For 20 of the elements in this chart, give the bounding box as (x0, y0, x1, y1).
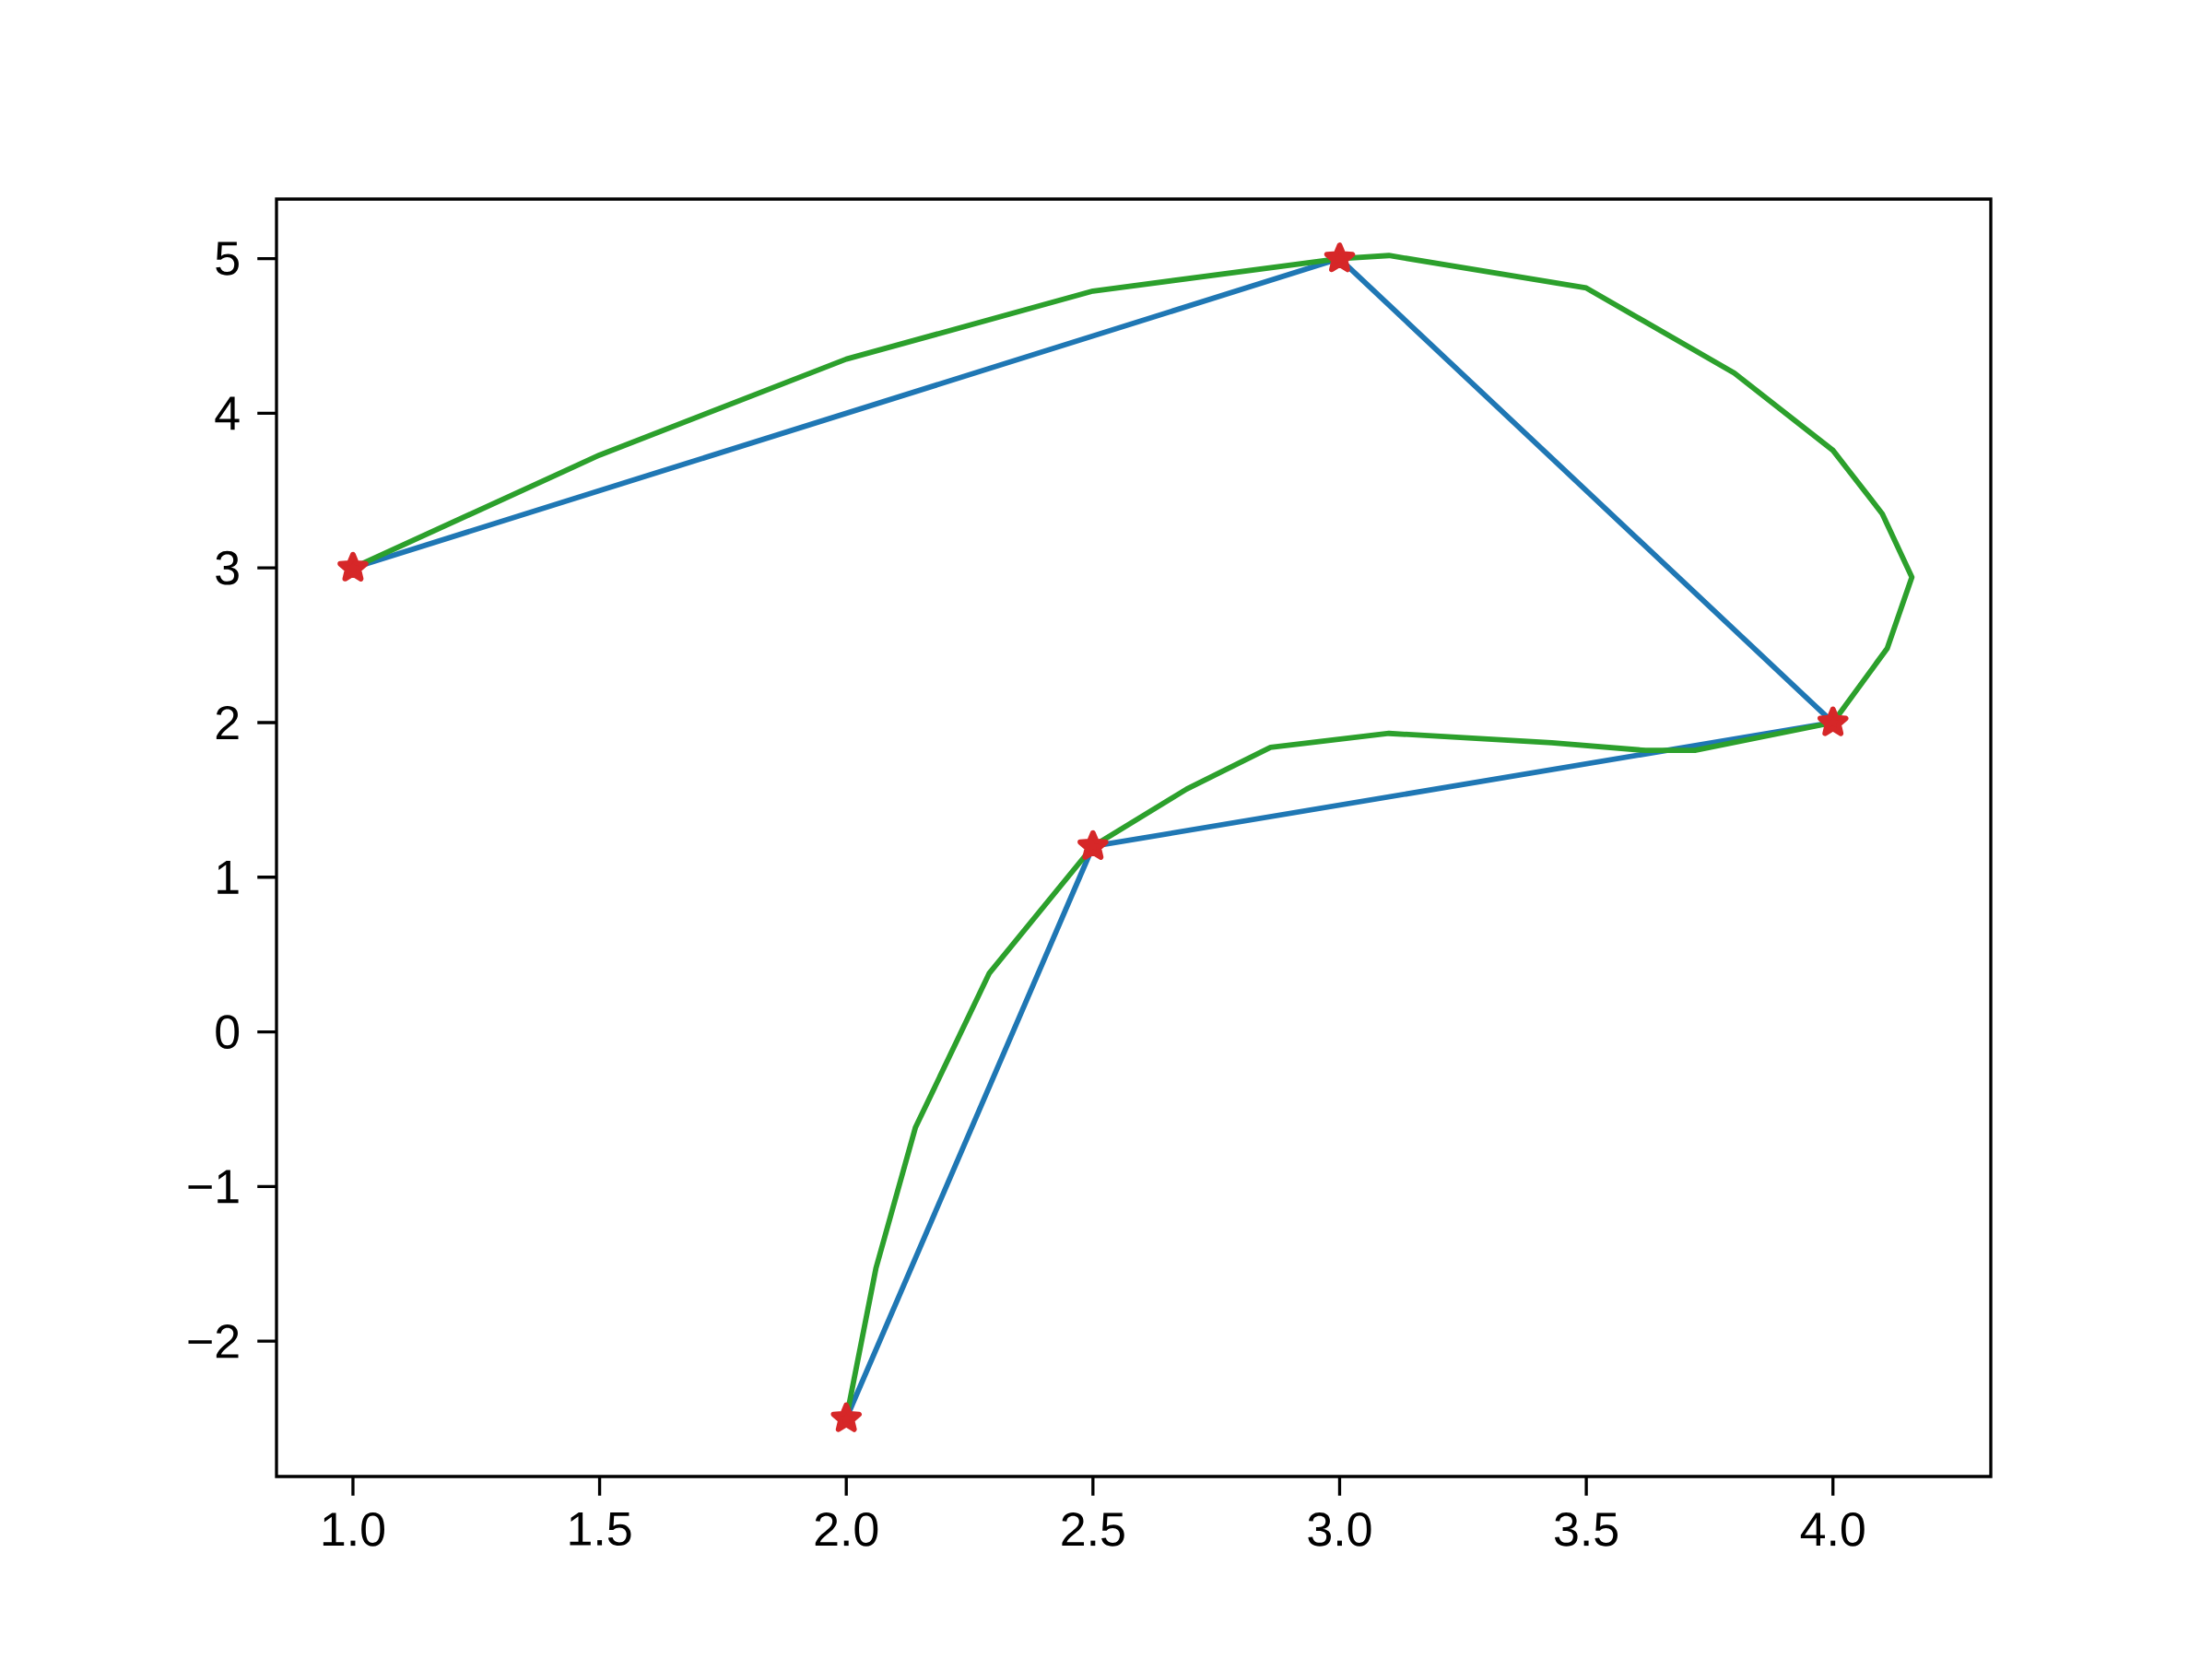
x-tick-label: 1.5 (570, 1512, 631, 1547)
y-tick-label: 5 (216, 241, 239, 276)
y-tick-label: −1 (188, 1170, 239, 1204)
point (337, 551, 369, 582)
y-tick-label: 2 (216, 705, 239, 740)
x-tick-label: 3.5 (1554, 1512, 1618, 1547)
point (1818, 706, 1849, 736)
y-tick-label: 3 (216, 550, 239, 585)
y-tick-label: 4 (215, 396, 240, 430)
x-tick-label: 1.0 (323, 1512, 384, 1547)
point (1324, 242, 1356, 273)
y-tick-label: 0 (216, 1015, 240, 1049)
x-tick-label: 3.0 (1308, 1512, 1371, 1547)
y-tick-label: 1 (218, 860, 239, 894)
x-tick-label: 2.5 (1062, 1512, 1124, 1547)
point (1077, 830, 1109, 860)
x-tick-label: 2.0 (815, 1512, 878, 1547)
x-tick-label: 4.0 (1800, 1512, 1865, 1547)
point (830, 1402, 862, 1432)
y-tick-label: −2 (188, 1324, 239, 1359)
